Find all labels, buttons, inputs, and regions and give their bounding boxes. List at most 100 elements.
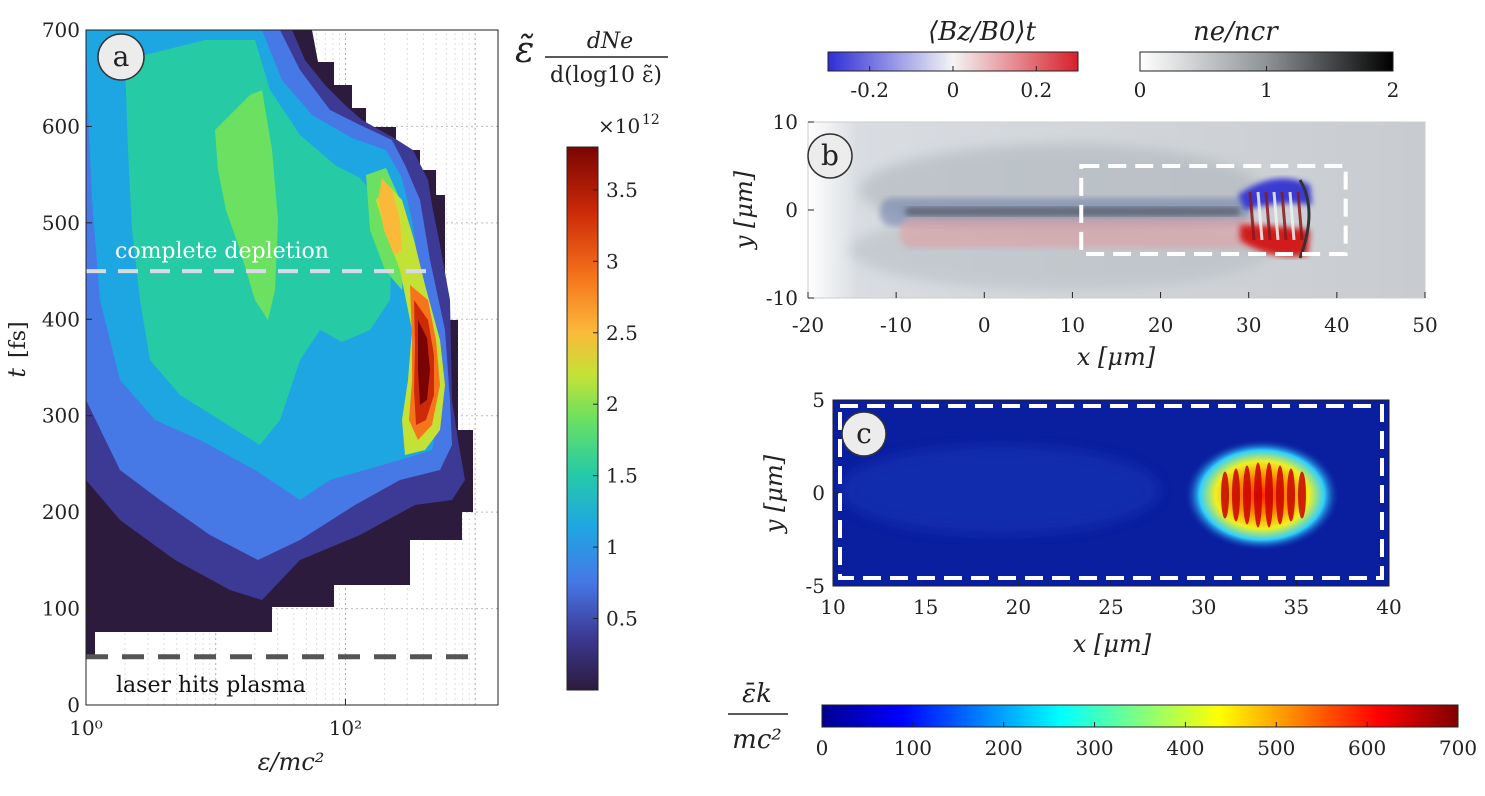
b-ytick-label: 0: [785, 198, 798, 222]
panel-a: 0 100 200 300 400 500 600 700 10⁰ 10² complete de…: [3, 18, 499, 776]
a-ytick-label: 200: [42, 500, 80, 524]
colorbar-ne-title: ne/ncr: [1193, 17, 1279, 47]
cbar-c-tick-label: 300: [1075, 736, 1113, 760]
b-stripe: [1280, 191, 1288, 241]
b-xtick-label: -10: [880, 313, 912, 337]
panel-b-ticks: -20 -10 0 10 20 30 40 50 -10 0 10: [766, 110, 1438, 337]
cbar-c-tick-label: 500: [1257, 736, 1295, 760]
b-xtick-label: -20: [792, 313, 824, 337]
a-xtick-label: 10⁰: [69, 716, 102, 740]
c-stripe: [1287, 468, 1295, 522]
c-stripe: [1254, 462, 1262, 528]
c-ytick-label: -5: [806, 574, 825, 598]
colorbar-a-exponent: 12: [642, 112, 660, 128]
panel-a-frame: [85, 29, 499, 706]
a-ytick-label: 700: [42, 18, 80, 42]
a-ytick-label: 400: [42, 307, 80, 331]
a-ridge-core: [418, 320, 430, 405]
colorbar-bz-title: ⟨Bz/B0⟩t: [928, 17, 1037, 47]
b-xtick-label: 50: [1412, 313, 1437, 337]
colorbar-ne-ticks: 0 1 2: [1134, 66, 1400, 102]
b-xtick-label: 40: [1324, 313, 1349, 337]
panel-a-ticks: 0 100 200 300 400 500 600 700 10⁰ 10²: [42, 18, 362, 740]
cbar-a-tick-label: 3.5: [606, 178, 638, 202]
panel-label-c-badge: [841, 411, 887, 457]
b-stripe: [1288, 191, 1296, 241]
c-stripe: [1298, 471, 1306, 519]
panel-c-ticks: 10 15 20 25 30 35 40 -5 0 5: [806, 388, 1402, 619]
cbar-c-tick-label: 700: [1439, 736, 1477, 760]
colorbar-c: ε̄k mc² 0 100 200 300 400 500 600 700: [728, 679, 1477, 760]
panel-a-ylabel: t [fs]: [3, 321, 31, 377]
b-xtick-label: 10: [1060, 313, 1085, 337]
cbar-bz-tick-label: -0.2: [850, 78, 889, 102]
b-front: [1298, 179, 1311, 259]
cbar-c-tick-label: 400: [1166, 736, 1204, 760]
panel-a-ylabel-t: t: [3, 368, 31, 378]
b-stripe: [1248, 191, 1256, 241]
panel-b-xlabel: x [μm]: [1077, 343, 1156, 371]
b-ytick-label: 10: [773, 110, 798, 134]
cbar-ne-tick-label: 2: [1387, 78, 1400, 102]
cbar-ne-tick-label: 1: [1260, 78, 1273, 102]
colorbar-a-bar: [566, 146, 599, 691]
b-xtick-label: 30: [1236, 313, 1261, 337]
cbar-a-tick-label: 3: [606, 249, 619, 273]
panel-c-zoom-frame: [838, 404, 1384, 580]
c-xtick-label: 20: [1006, 595, 1031, 619]
a-ytick-label: 0: [67, 693, 80, 717]
c-ytick-label: 5: [812, 388, 825, 412]
cbar-ne-tick-label: 0: [1134, 78, 1147, 102]
a-upper-ridge: [378, 178, 402, 255]
laser-label: laser hits plasma: [116, 673, 306, 698]
a-xtick-label: 10²: [329, 716, 362, 740]
panel-label-b-badge: [807, 133, 853, 179]
a-ytick-label: 500: [42, 211, 80, 235]
cbar-a-tick-label: 1: [606, 535, 619, 559]
b-channel-dark: [905, 207, 1240, 216]
c-channel-glow: [840, 445, 1160, 535]
panel-b-ylabel: y [μm]: [730, 170, 758, 250]
panel-a-heatmap: [86, 30, 480, 660]
panel-c-image: [833, 400, 1389, 586]
panel-a-ylabel-unit: [fs]: [6, 321, 31, 358]
b-stripe: [1272, 191, 1280, 241]
panel-c: 10 15 20 25 30 35 40 -5 0 5 c x [μm] y [μm]: [760, 388, 1402, 658]
a-ytick-label: 600: [42, 114, 80, 138]
c-xtick-label: 25: [1098, 595, 1123, 619]
c-xtick-label: 10: [820, 595, 845, 619]
panel-label-c: c: [856, 417, 872, 450]
colorbar-c-numerator: ε̄k: [742, 679, 772, 709]
c-stripe: [1276, 465, 1284, 525]
panel-label-a: a: [113, 40, 130, 73]
colorbar-bz-ticks: -0.2 0 0.2: [850, 66, 1052, 102]
colorbar-a-numerator: dNe: [587, 29, 633, 54]
depletion-label: complete depletion: [115, 239, 329, 264]
colorbar-a: ε̃ dNe d(log10 ε̃) ×10 12 0.5 1 1.5 2 2.5 3 3.…: [515, 29, 668, 691]
c-stripe: [1232, 468, 1240, 522]
panel-a-xlabel: ε/mc²: [258, 748, 325, 776]
c-stripe: [1221, 471, 1229, 519]
cbar-c-tick-label: 0: [816, 736, 829, 760]
colorbar-c-ticks: 0 100 200 300 400 500 600 700: [816, 722, 1477, 760]
panel-c-ylabel: y [μm]: [760, 454, 788, 534]
colorbar-a-ticks: 0.5 1 1.5 2 2.5 3 3.5: [593, 178, 638, 631]
c-xtick-label: 35: [1284, 595, 1309, 619]
a-level-5: [215, 90, 278, 320]
panel-b-image: [808, 122, 1425, 298]
c-stripe: [1243, 465, 1251, 525]
b-stripe: [1296, 191, 1304, 241]
b-ytick-label: -10: [766, 286, 798, 310]
cbar-c-tick-label: 100: [894, 736, 932, 760]
c-stripe: [1265, 462, 1273, 528]
colorbar-a-multiplier: ×10: [598, 114, 640, 138]
cbar-bz-tick-label: 0.2: [1020, 78, 1052, 102]
cbar-a-tick-label: 0.5: [606, 607, 638, 631]
b-xtick-label: 20: [1148, 313, 1173, 337]
panel-c-xlabel: x [μm]: [1073, 630, 1152, 658]
b-stripe: [1264, 191, 1272, 241]
colorbar-a-denominator: d(log10 ε̃): [550, 63, 662, 88]
c-xtick-label: 15: [913, 595, 938, 619]
cbar-a-tick-label: 2: [606, 392, 619, 416]
